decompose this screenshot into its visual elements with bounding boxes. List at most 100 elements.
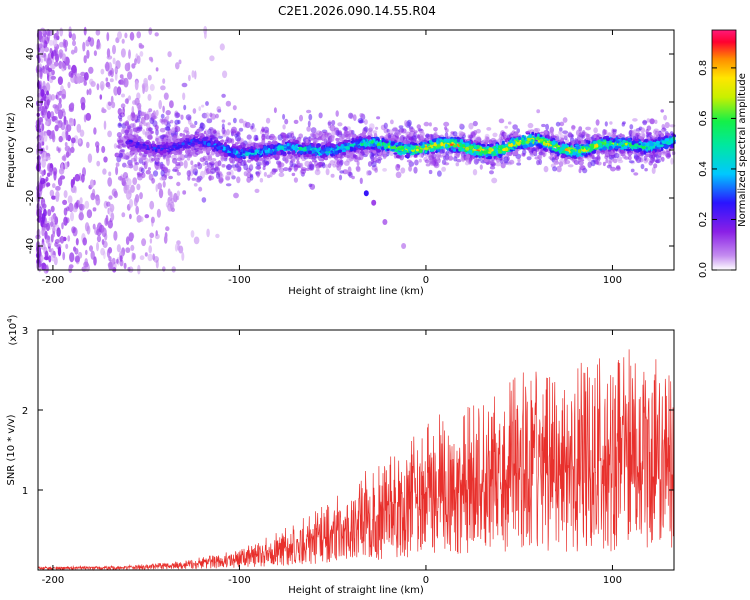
spectrogram-cell xyxy=(112,57,116,65)
spectrogram-cell xyxy=(408,165,412,172)
spectrogram-cell xyxy=(106,201,111,207)
spectrogram-cell xyxy=(56,146,59,152)
spectrogram-cell xyxy=(128,198,134,208)
spectrogram-cell xyxy=(227,122,231,126)
spectrogram-cell xyxy=(145,169,151,175)
spectrogram-cell xyxy=(125,236,130,246)
spectrogram-cell xyxy=(627,137,632,143)
spectrogram-cell xyxy=(495,161,502,167)
spectrogram-cell xyxy=(97,41,102,50)
spectrogram-cell xyxy=(366,135,372,140)
spectrogram-cell xyxy=(62,251,66,261)
spectrogram-cell xyxy=(124,184,130,191)
spectrogram-cell xyxy=(259,178,264,183)
spectrogram-cell xyxy=(182,190,187,195)
spectrogram-cell xyxy=(221,127,226,135)
spectrogram-cell xyxy=(441,166,446,172)
spectrogram-cell xyxy=(107,247,113,254)
spectrogram-cell xyxy=(99,94,103,100)
spectrogram-cell xyxy=(281,139,285,143)
spectrogram-cell xyxy=(558,130,562,135)
spectrogram-cell xyxy=(403,139,407,144)
spectrogram-cell xyxy=(299,114,303,122)
spectrogram-cell xyxy=(191,70,195,78)
spectrogram-cell xyxy=(238,127,244,132)
spectrogram-cell xyxy=(121,38,125,44)
spectrogram-cell xyxy=(46,110,51,119)
spectrogram-cell xyxy=(429,161,435,166)
spectrogram-cell xyxy=(414,159,419,166)
spectrogram-cell xyxy=(90,81,96,87)
spectrogram-cell xyxy=(148,108,153,113)
spectrogram-cell xyxy=(137,126,143,130)
spectrogram-cell xyxy=(89,245,93,252)
spectrogram-cell xyxy=(406,134,411,139)
spectrogram-cell xyxy=(131,112,136,119)
spectrogram-cell xyxy=(48,29,53,37)
spectrogram-cell xyxy=(316,162,323,166)
spectrogram-cell xyxy=(175,62,180,70)
spectrogram-cell xyxy=(342,169,349,175)
spectrogram-cell xyxy=(147,134,153,140)
spectrogram-cell xyxy=(87,153,93,163)
spectrogram-cell xyxy=(201,104,205,108)
spectrogram-cell xyxy=(122,162,127,168)
spectrogram-cell xyxy=(287,151,291,155)
spectrogram-cell xyxy=(138,156,144,161)
spectrogram-cell xyxy=(104,232,108,241)
spectrogram-cell xyxy=(44,132,48,142)
spectrogram-cell xyxy=(493,146,497,149)
spectrogram-cell xyxy=(142,129,146,135)
spectrogram-cell xyxy=(39,70,43,80)
spectrogram-cell xyxy=(123,262,127,270)
spectrogram-cell xyxy=(526,156,532,161)
spectrogram-cell xyxy=(225,183,232,187)
spectrogram-cell xyxy=(130,184,135,193)
spectrogram-cell xyxy=(206,162,213,168)
spectrogram-cell xyxy=(491,177,498,184)
spectrogram-cell xyxy=(36,128,42,133)
spectrogram-cell xyxy=(49,190,54,195)
spectrogram-cell xyxy=(210,137,213,142)
spectrogram-cell xyxy=(42,80,46,90)
spectrogram-cell xyxy=(205,112,210,119)
spectrogram-cell xyxy=(534,132,538,137)
spectrogram-cell xyxy=(127,266,131,272)
spectrogram-cell xyxy=(194,120,198,126)
spectrogram-cell xyxy=(359,119,365,124)
spectrogram-cell xyxy=(423,121,430,127)
spectrogram-cell xyxy=(246,176,252,183)
spectrogram-cell xyxy=(108,171,112,177)
spectrogram-cell xyxy=(414,155,417,158)
spectrogram-cell xyxy=(503,132,508,138)
spectrogram-cell xyxy=(458,130,464,137)
spectrogram-cell xyxy=(416,124,421,130)
spectrogram-cell xyxy=(132,100,137,105)
spectrogram-cell xyxy=(506,152,512,156)
spectrogram-cell xyxy=(74,248,79,255)
spectrogram-cell xyxy=(67,64,71,70)
spectrogram-cell xyxy=(185,114,192,121)
spectrogram-cell xyxy=(395,131,401,137)
spectrogram-cell xyxy=(195,177,201,183)
spectrogram-cell xyxy=(141,238,147,247)
spectrogram-cell xyxy=(127,71,133,80)
spectrogram-cell xyxy=(225,100,232,107)
spectrogram-cell xyxy=(503,156,509,164)
spectrogram-cell xyxy=(309,137,314,141)
spectrogram-cell xyxy=(592,141,598,144)
spectrogram-cell xyxy=(136,134,139,138)
spectrogram-cell xyxy=(129,213,132,220)
spectrogram-cell xyxy=(42,108,47,116)
spectrogram-cell xyxy=(254,188,260,193)
spectrogram-cell xyxy=(58,135,63,143)
spectrogram-cell xyxy=(263,155,268,158)
spectrogram-cell xyxy=(35,185,42,192)
spectrogram-cell xyxy=(386,151,390,157)
spectrogram-cell xyxy=(408,126,414,132)
spectrogram-cell xyxy=(56,30,59,37)
spectrogram-cell xyxy=(85,112,92,121)
spectrogram-cell xyxy=(60,122,66,131)
spectrogram-cell xyxy=(473,135,477,141)
spectrogram-cell xyxy=(210,146,215,150)
